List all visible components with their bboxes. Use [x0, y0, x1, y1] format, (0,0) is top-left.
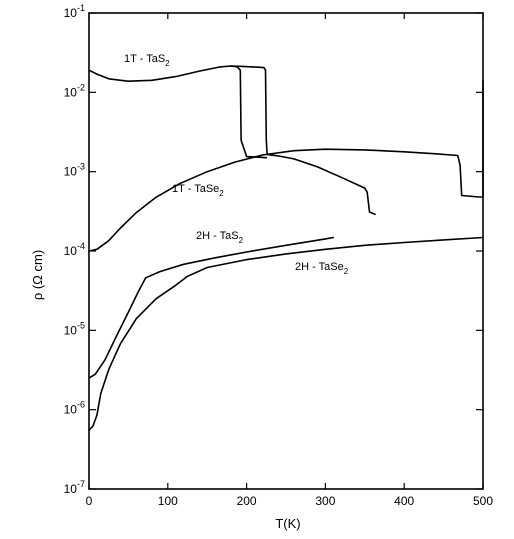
- x-tick-label: 100: [158, 494, 178, 508]
- series-line-2h-tas2: [88, 236, 335, 379]
- y-tick-labels: 10-1 10-2 10-3 10-4 10-5 10-6 10-7: [64, 3, 85, 496]
- plot-frame: [88, 12, 484, 490]
- x-tick-label: 200: [237, 494, 257, 508]
- axis-ticks: [88, 12, 484, 490]
- series-line-1t-tase2: [88, 148, 484, 252]
- series-line-1t-tas2: [88, 65, 268, 159]
- y-tick-label: 10-1: [64, 3, 85, 20]
- series-label-1t-tase2: 1T - TaSe2: [172, 183, 224, 198]
- y-tick-label: 10-5: [64, 320, 85, 337]
- x-tick-label: 300: [315, 494, 335, 508]
- series-label-2h-tas2: 2H - TaS2: [196, 230, 244, 245]
- x-tick-labels: 0 100 200 300 400 500: [86, 494, 494, 508]
- y-axis-label: ρ (Ω cm): [30, 250, 45, 300]
- x-axis-label: T(K): [275, 516, 300, 531]
- series-curves: [88, 65, 484, 432]
- x-tick-label: 400: [394, 494, 414, 508]
- series-label-1t-tas2: 1T - TaS2: [124, 53, 170, 68]
- series-line-2h-tase2: [88, 236, 484, 432]
- y-tick-label: 10-2: [64, 82, 85, 99]
- y-tick-label: 10-3: [64, 162, 85, 179]
- y-tick-label: 10-6: [64, 400, 85, 417]
- y-tick-label: 10-7: [64, 479, 85, 496]
- y-tick-label: 10-4: [64, 241, 85, 258]
- series-line-1t-tas2-2: [230, 65, 376, 216]
- series-label-2h-tase2: 2H - TaSe2: [295, 261, 349, 276]
- plot-area-border: [88, 12, 484, 490]
- x-tick-label: 500: [473, 494, 493, 508]
- x-tick-label: 0: [86, 494, 93, 508]
